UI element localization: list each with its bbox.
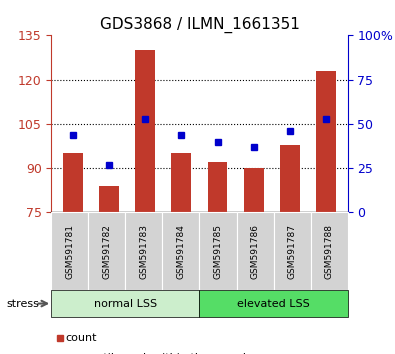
Text: normal LSS: normal LSS — [94, 298, 157, 309]
Bar — [99, 186, 119, 212]
Bar — [244, 168, 263, 212]
Text: GSM591786: GSM591786 — [250, 224, 260, 279]
Text: GSM591783: GSM591783 — [139, 224, 149, 279]
Text: GSM591787: GSM591787 — [288, 224, 297, 279]
Bar — [280, 144, 300, 212]
Text: GSM591781: GSM591781 — [65, 224, 74, 279]
Text: count: count — [65, 333, 97, 343]
Bar — [63, 153, 83, 212]
Bar — [135, 50, 155, 212]
Title: GDS3868 / ILMN_1661351: GDS3868 / ILMN_1661351 — [100, 16, 299, 33]
Text: stress: stress — [7, 298, 40, 309]
Text: GSM591788: GSM591788 — [325, 224, 334, 279]
Bar — [316, 71, 336, 212]
Text: GSM591782: GSM591782 — [102, 224, 111, 279]
Text: GSM591784: GSM591784 — [177, 224, 186, 279]
Text: percentile rank within the sample: percentile rank within the sample — [65, 353, 253, 354]
Bar — [208, 162, 228, 212]
Text: elevated LSS: elevated LSS — [237, 298, 310, 309]
Text: GSM591785: GSM591785 — [213, 224, 222, 279]
Bar — [171, 153, 191, 212]
